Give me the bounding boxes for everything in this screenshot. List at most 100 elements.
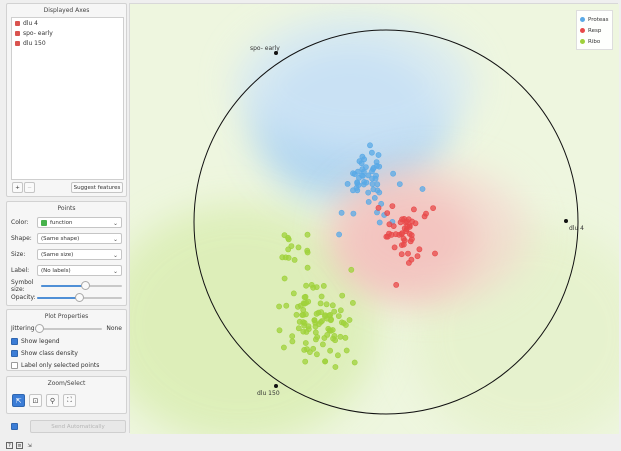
data-point-ribo[interactable] — [349, 299, 356, 306]
data-point-ribo[interactable] — [318, 293, 325, 300]
data-point-ribo[interactable] — [308, 281, 315, 288]
data-point-ribo[interactable] — [330, 335, 336, 342]
data-point-ribo[interactable] — [295, 244, 302, 251]
slider-handle[interactable] — [35, 324, 44, 333]
data-point-ribo[interactable] — [293, 311, 300, 318]
data-point-ribo[interactable] — [337, 307, 344, 314]
anchor-dot-dlu150[interactable] — [274, 384, 278, 388]
data-point-ribo[interactable] — [288, 243, 295, 249]
data-point-proteas[interactable] — [365, 189, 372, 196]
data-point-ribo[interactable] — [329, 327, 336, 333]
data-point-resp[interactable] — [410, 206, 417, 213]
data-point-ribo[interactable] — [291, 256, 298, 263]
label-selected-checkbox[interactable]: Label only selected points — [11, 360, 122, 370]
data-point-proteas[interactable] — [356, 174, 362, 181]
data-point-ribo[interactable] — [324, 315, 330, 322]
data-point-ribo[interactable] — [340, 320, 347, 326]
data-point-resp[interactable] — [391, 244, 398, 251]
jittering-slider[interactable] — [35, 323, 102, 334]
remove-axis-button[interactable]: − — [24, 182, 35, 193]
data-point-proteas[interactable] — [390, 170, 396, 177]
fit-tool-button[interactable]: ⛶ — [63, 394, 76, 407]
data-point-proteas[interactable] — [396, 181, 403, 187]
data-point-ribo[interactable] — [324, 331, 331, 338]
data-point-ribo[interactable] — [348, 266, 355, 273]
label-combo[interactable]: (No labels) ⌄ — [37, 265, 122, 276]
color-combo[interactable]: function ⌄ — [37, 217, 122, 228]
data-point-resp[interactable] — [432, 250, 438, 257]
data-point-ribo[interactable] — [320, 282, 327, 289]
data-point-proteas[interactable] — [374, 187, 381, 194]
data-point-proteas[interactable] — [336, 231, 342, 238]
slider-handle[interactable] — [80, 281, 90, 290]
checkbox-box[interactable] — [11, 349, 18, 357]
data-point-resp[interactable] — [388, 231, 395, 238]
data-point-ribo[interactable] — [280, 344, 287, 351]
data-point-proteas[interactable] — [369, 168, 375, 175]
data-point-resp[interactable] — [416, 246, 423, 253]
data-point-ribo[interactable] — [331, 308, 338, 315]
class-density-checkbox[interactable]: Show class density — [11, 348, 122, 358]
data-point-ribo[interactable] — [289, 333, 296, 340]
data-point-resp[interactable] — [384, 210, 391, 216]
axis-item-spo-early[interactable]: spo- early — [12, 28, 123, 38]
data-point-resp[interactable] — [408, 232, 415, 239]
data-point-proteas[interactable] — [374, 181, 381, 188]
data-point-proteas[interactable] — [338, 209, 345, 216]
data-point-ribo[interactable] — [281, 232, 288, 239]
data-point-ribo[interactable] — [302, 358, 309, 365]
data-point-proteas[interactable] — [359, 166, 366, 173]
data-point-proteas[interactable] — [360, 181, 367, 188]
axis-item-dlu150[interactable]: dlu 150 — [12, 38, 123, 48]
data-point-resp[interactable] — [393, 281, 400, 288]
suggest-features-button[interactable]: Suggest features — [71, 182, 123, 193]
data-point-proteas[interactable] — [344, 180, 351, 187]
send-automatically-checkbox[interactable] — [11, 423, 18, 430]
data-point-ribo[interactable] — [304, 249, 311, 256]
data-point-proteas[interactable] — [365, 172, 372, 179]
data-point-proteas[interactable] — [419, 186, 426, 192]
opacity-slider[interactable] — [37, 292, 122, 303]
data-point-ribo[interactable] — [337, 333, 344, 340]
data-point-resp[interactable] — [375, 204, 382, 211]
data-point-proteas[interactable] — [378, 200, 385, 207]
data-point-ribo[interactable] — [303, 282, 309, 289]
data-point-resp[interactable] — [405, 259, 412, 266]
data-point-ribo[interactable] — [323, 301, 330, 308]
data-point-proteas[interactable] — [368, 149, 375, 156]
data-point-proteas[interactable] — [371, 194, 378, 201]
report-icon[interactable]: ≡ — [16, 442, 23, 449]
data-point-ribo[interactable] — [319, 341, 326, 348]
data-point-ribo[interactable] — [305, 323, 312, 330]
data-point-ribo[interactable] — [306, 349, 313, 355]
data-point-resp[interactable] — [414, 253, 421, 260]
data-point-resp[interactable] — [403, 228, 409, 235]
data-point-ribo[interactable] — [300, 306, 307, 313]
data-point-ribo[interactable] — [312, 329, 319, 336]
search-tool-button[interactable]: ⚲ — [46, 394, 59, 407]
data-point-ribo[interactable] — [305, 298, 312, 305]
data-point-ribo[interactable] — [335, 313, 342, 319]
anchor-dot-dlu4[interactable] — [564, 219, 568, 223]
data-point-ribo[interactable] — [276, 327, 283, 334]
help-icon[interactable]: ? — [6, 442, 13, 449]
anchor-dot-spo-early[interactable] — [274, 51, 278, 55]
data-point-proteas[interactable] — [375, 152, 382, 158]
data-point-ribo[interactable] — [313, 351, 320, 358]
resize-grip-icon[interactable]: ⇲ — [27, 442, 32, 449]
symbol-size-slider[interactable] — [41, 280, 122, 291]
plot-canvas[interactable]: dlu 4 spo- early dlu 150 — [130, 4, 619, 434]
data-point-ribo[interactable] — [327, 347, 333, 354]
slider-handle[interactable] — [75, 293, 84, 302]
plot-area[interactable]: dlu 4 spo- early dlu 150 Proteas Resp Ri… — [129, 3, 619, 434]
data-point-ribo[interactable] — [351, 359, 358, 366]
data-point-proteas[interactable] — [365, 198, 372, 205]
data-point-resp[interactable] — [398, 251, 405, 258]
data-point-ribo[interactable] — [313, 284, 320, 290]
data-point-resp[interactable] — [404, 223, 410, 230]
data-point-resp[interactable] — [383, 233, 390, 240]
checkbox-box[interactable] — [11, 337, 18, 345]
data-point-ribo[interactable] — [285, 254, 292, 261]
data-point-resp[interactable] — [405, 250, 411, 257]
data-point-ribo[interactable] — [329, 302, 336, 309]
